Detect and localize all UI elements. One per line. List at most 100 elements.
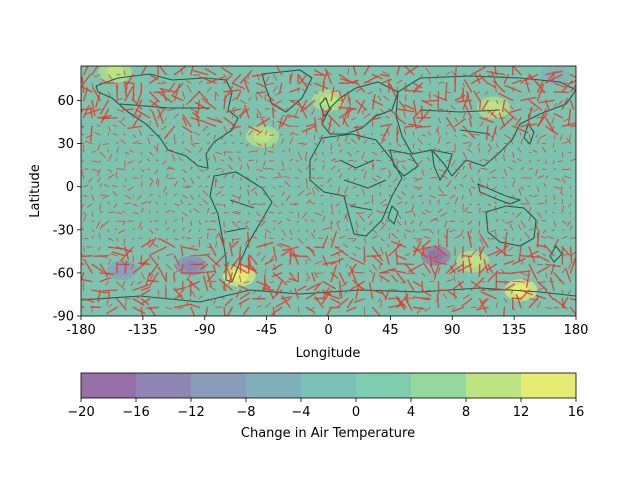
wind-arrow (327, 177, 332, 183)
wind-arrow (165, 147, 168, 153)
wind-arrow (165, 263, 172, 270)
wind-arrow (524, 231, 530, 239)
wind-arrow (498, 92, 514, 102)
wind-arrow (239, 263, 255, 272)
wind-arrow (314, 297, 327, 300)
wind-arrow (228, 272, 233, 285)
wind-arrow (236, 220, 241, 223)
wind-arrow (97, 246, 101, 251)
wind-arrow (121, 106, 126, 110)
wind-arrow (448, 263, 464, 275)
wind-arrow (132, 194, 134, 198)
wind-arrow (174, 263, 178, 270)
wind-arrow (520, 220, 526, 228)
wind-arrow (446, 91, 452, 94)
wind-arrow (182, 212, 188, 217)
wind-arrow (193, 69, 209, 76)
wind-arrow (223, 117, 236, 127)
wind-arrow (311, 108, 316, 116)
wind-arrow (404, 233, 406, 239)
wind-arrow (545, 289, 554, 301)
wind-arrow (478, 147, 481, 153)
wind-arrow (215, 151, 223, 155)
wind-arrow (151, 242, 159, 248)
wind-arrow (336, 134, 340, 142)
wind-arrow (124, 82, 128, 97)
wind-arrow (215, 240, 217, 248)
wind-arrow (231, 110, 236, 119)
wind-arrow (235, 91, 242, 101)
wind-arrow (387, 130, 390, 136)
wind-arrow (247, 188, 250, 196)
wind-arrow (147, 237, 151, 247)
wind-arrow (289, 248, 292, 265)
wind-arrow (456, 99, 473, 103)
wind-arrow (223, 280, 227, 292)
colorbar-cell (301, 373, 357, 398)
wind-arrow (231, 212, 241, 215)
wind-arrow (233, 210, 241, 214)
wind-arrow (155, 159, 159, 162)
wind-arrow (137, 281, 142, 285)
wind-arrow (120, 139, 126, 145)
wind-arrow (495, 231, 497, 239)
wind-arrow (404, 131, 406, 136)
wind-arrow (108, 237, 114, 241)
wind-arrow (342, 116, 349, 128)
wind-arrow (118, 120, 126, 127)
wind-arrow (371, 73, 383, 80)
wind-arrow (485, 125, 489, 141)
wind-arrow (248, 125, 261, 133)
wind-arrow (215, 167, 222, 170)
wind-arrow (338, 272, 347, 286)
wind-arrow (163, 186, 167, 193)
wind-arrow (488, 109, 497, 119)
wind-arrow (446, 305, 454, 308)
wind-arrow (387, 149, 390, 153)
wind-arrow (471, 186, 476, 189)
wind-arrow (275, 100, 283, 105)
wind-arrow (256, 82, 267, 88)
wind-arrow (214, 92, 217, 101)
wind-arrow (159, 238, 176, 248)
wind-arrow (270, 281, 274, 283)
wind-arrow (528, 99, 543, 111)
wind-arrow (135, 109, 151, 119)
wind-arrow (396, 293, 409, 309)
wind-arrow (372, 177, 378, 182)
wind-arrow (165, 237, 168, 241)
wind-arrow (503, 73, 509, 84)
wind-arrow (99, 211, 103, 214)
wind-arrow (398, 151, 406, 154)
wind-arrow (262, 186, 266, 188)
wind-arrow (380, 123, 393, 128)
wind-arrow (462, 82, 465, 88)
wind-arrow (297, 73, 309, 89)
wind-arrow (490, 108, 497, 116)
wind-arrow (288, 277, 299, 283)
wind-arrow (237, 226, 241, 231)
wind-arrow (223, 125, 228, 134)
wind-arrow (178, 157, 184, 162)
wind-arrow (479, 234, 489, 248)
wind-arrow (132, 134, 136, 138)
wind-arrow (84, 298, 93, 300)
wind-arrow (468, 235, 472, 239)
y-tick-label: -90 (53, 310, 74, 325)
wind-arrow (248, 129, 253, 136)
wind-arrow (504, 134, 512, 140)
wind-arrow (487, 134, 493, 137)
wind-arrow (113, 203, 118, 209)
wind-arrow (353, 298, 365, 304)
wind-arrow (536, 254, 550, 263)
wind-arrow (532, 194, 538, 198)
wind-arrow (99, 277, 112, 283)
wind-arrow (207, 132, 210, 136)
wind-arrow (525, 272, 530, 288)
wind-arrow (221, 168, 225, 173)
wind-arrow (158, 66, 167, 76)
wind-arrow (462, 236, 465, 239)
wind-arrow (479, 73, 488, 84)
wind-arrow (361, 151, 365, 160)
wind-arrow (206, 117, 223, 124)
